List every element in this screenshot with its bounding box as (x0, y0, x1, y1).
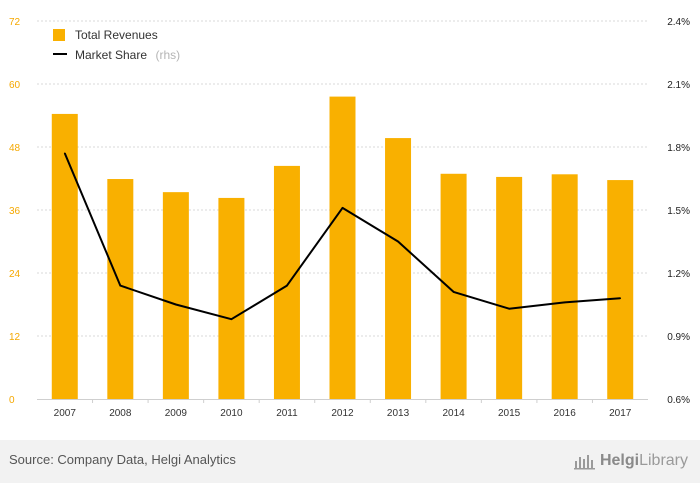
market-share-point-2012 (341, 207, 344, 209)
x-tick-label: 2011 (276, 408, 298, 419)
x-tick-label: 2013 (387, 408, 410, 419)
legend: Total Revenues Market Share (rhs) (53, 28, 180, 63)
left-tick-label: 24 (9, 269, 21, 280)
left-tick-label: 36 (9, 206, 21, 217)
legend-label-revenues: Total Revenues (75, 28, 158, 42)
bar-2007 (51, 113, 78, 400)
right-tick-label: 1.8% (667, 143, 690, 154)
x-tick-label: 2016 (554, 408, 577, 419)
bar-2010 (218, 197, 245, 399)
library-logo-icon (573, 455, 595, 470)
bar-2009 (162, 192, 189, 399)
market-share-point-2013 (397, 240, 399, 243)
left-tick-label: 12 (9, 332, 21, 343)
right-tick-label: 1.5% (667, 206, 690, 217)
market-share-point-2017 (619, 297, 622, 300)
market-share-point-2015 (508, 307, 510, 310)
bar-2012 (329, 96, 356, 399)
market-share-point-2014 (452, 291, 455, 293)
right-tick-label: 0.6% (667, 395, 690, 406)
brand-name-prefix: Helgi (599, 452, 640, 469)
bar-2016 (551, 174, 578, 399)
x-tick-label: 2010 (220, 408, 243, 419)
legend-label-rhs-note: (rhs) (155, 48, 180, 62)
left-tick-label: 72 (9, 17, 21, 28)
bar-2011 (273, 165, 300, 399)
market-share-point-2009 (175, 303, 177, 306)
left-axis: 0 12 24 36 48 60 72 (9, 17, 21, 406)
line-series (63, 152, 622, 321)
bar-2017 (607, 180, 634, 399)
bar-2013 (385, 138, 412, 399)
source-text: Source: Company Data, Helgi Analytics (9, 452, 236, 467)
left-tick-label: 0 (9, 395, 15, 406)
legend-label-market-share: Market Share (rhs) (75, 46, 180, 63)
x-tick-label: 2012 (331, 408, 354, 419)
bar-2015 (496, 176, 523, 399)
legend-swatch-revenues (53, 29, 65, 41)
right-tick-label: 2.4% (667, 17, 690, 28)
market-share-point-2008 (119, 284, 122, 287)
right-tick-label: 1.2% (667, 269, 690, 280)
right-tick-label: 2.1% (667, 80, 690, 91)
market-share-point-2010 (230, 318, 233, 321)
left-tick-label: 48 (9, 143, 21, 154)
x-tick-label: 2017 (609, 408, 632, 419)
x-tick-label: 2009 (165, 408, 188, 419)
market-share-point-2007 (63, 152, 66, 155)
x-tick-label: 2008 (109, 408, 132, 419)
x-tick-label: 2007 (54, 408, 77, 419)
x-axis: 2007 2008 2009 2010 2011 2012 2013 2014 2015 2016… (37, 399, 648, 419)
market-share-point-2011 (286, 284, 288, 287)
brand: HelgiLibrary (573, 450, 688, 472)
market-share-point-2016 (563, 301, 566, 304)
brand-name-suffix: Library (639, 452, 688, 469)
x-tick-label: 2014 (442, 408, 465, 419)
legend-label-market-share-text: Market Share (75, 48, 147, 62)
left-tick-label: 60 (9, 80, 21, 91)
x-tick-label: 2015 (498, 408, 521, 419)
brand-name: HelgiLibrary (600, 452, 688, 470)
footer: Source: Company Data, Helgi Analytics He… (0, 440, 700, 483)
chart: 0 12 24 36 48 60 72 0.6% 0.9% 1.2% 1.5% 1.8% 2.1% 2.… (9, 17, 690, 419)
bar-series (51, 96, 634, 400)
bar-2014 (440, 173, 467, 399)
right-tick-label: 0.9% (667, 332, 690, 343)
right-axis: 0.6% 0.9% 1.2% 1.5% 1.8% 2.1% 2.4% (667, 17, 690, 406)
